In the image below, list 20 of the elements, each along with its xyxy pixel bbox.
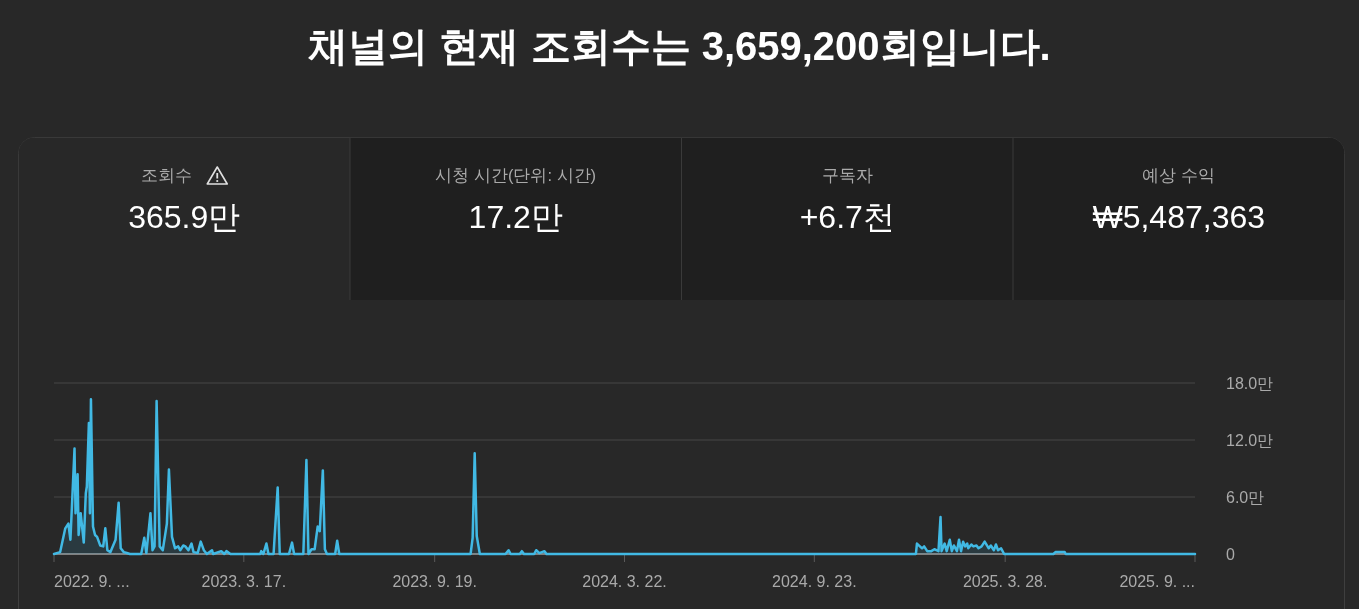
category-label: 조회수: [140, 166, 192, 184]
text: 17.2만: [468, 199, 563, 235]
category-label: 예상 수익: [1142, 166, 1216, 184]
y-tick-label: 0: [1226, 545, 1235, 563]
text: 채널의 현재 조회수는 3,659,200회입니다.: [308, 24, 1051, 68]
y-tick-label: 18.0만: [1226, 374, 1274, 392]
text: ₩5,487,363: [1092, 199, 1266, 235]
text: +6.7천: [799, 199, 895, 235]
y-tick-label: 12.0만: [1226, 431, 1274, 449]
text: 365.9만: [128, 199, 241, 235]
x-tick-label: 2025. 3. 28.: [962, 573, 1048, 590]
y-tick-label: 6.0만: [1226, 488, 1265, 506]
category-label: 시청 시간(단위: 시간): [435, 166, 597, 184]
x-tick-label: 2022. 9. ...: [54, 573, 130, 590]
x-tick-label: 2025. 9. ...: [1119, 573, 1195, 590]
x-tick-label: 2024. 9. 23.: [772, 573, 857, 590]
x-tick-label: 2023. 3. 17.: [201, 573, 287, 590]
x-tick-label: 2023. 9. 19.: [392, 573, 477, 590]
x-tick-label: 2024. 3. 22.: [582, 573, 667, 590]
category-label: 구독자: [821, 166, 873, 184]
